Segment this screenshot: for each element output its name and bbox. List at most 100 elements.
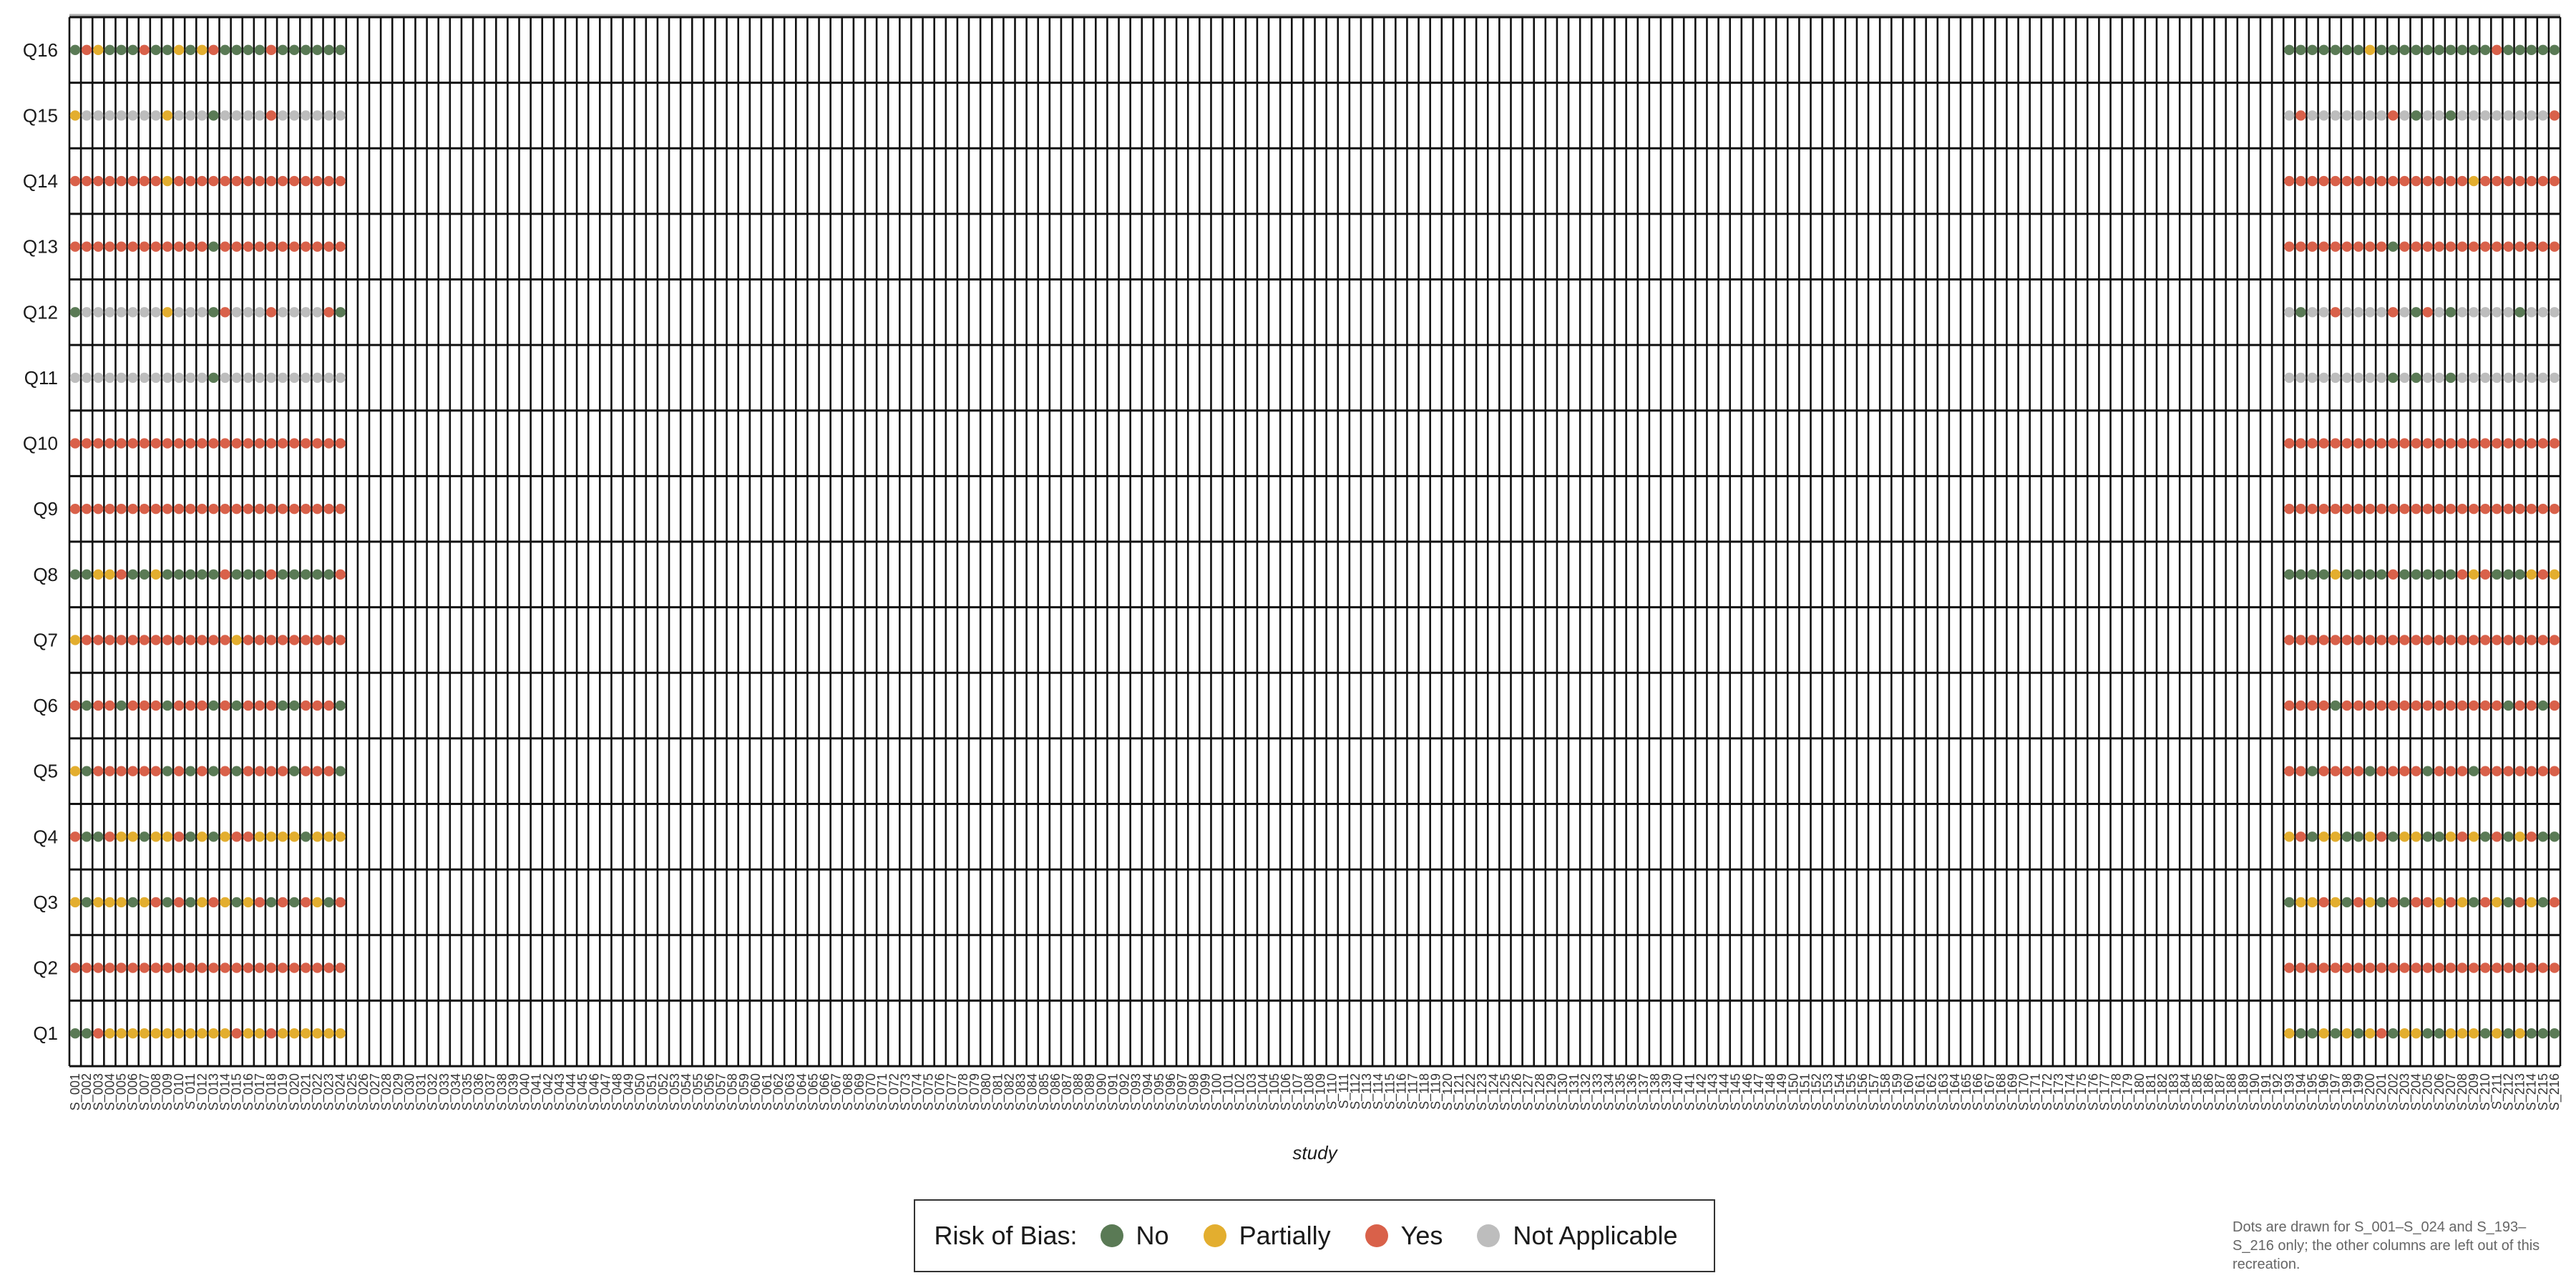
dot-s-021-q8-no — [301, 569, 311, 580]
row-label-q11: Q11 — [24, 367, 58, 389]
dot-s-014-q5-yes — [220, 766, 230, 776]
x-tick-label: S_133 — [1590, 1073, 1605, 1111]
x-tick-label: S_211 — [2489, 1073, 2504, 1110]
x-tick-label: S_184 — [2178, 1073, 2193, 1111]
dot-s-193-q9-yes — [2284, 503, 2295, 514]
x-tick-label: S_118 — [1418, 1073, 1433, 1110]
dot-s-021-q14-yes — [301, 175, 311, 187]
dot-s-211-q11-not-applicable — [2492, 372, 2502, 384]
dot-s-215-q15-not-applicable — [2537, 110, 2549, 121]
dot-s-012-q11-not-applicable — [197, 372, 208, 384]
dot-s-012-q13-yes — [197, 241, 208, 252]
dot-s-193-q11-not-applicable — [2284, 372, 2295, 384]
dot-s-195-q7-yes — [2307, 635, 2318, 645]
dot-s-203-q15-not-applicable — [2399, 110, 2410, 121]
dot-s-209-q9-yes — [2468, 503, 2479, 514]
dot-s-207-q7-yes — [2445, 635, 2457, 645]
dot-s-195-q13-yes — [2307, 241, 2318, 252]
row-label-q10: Q10 — [23, 433, 58, 454]
dot-s-012-q5-yes — [197, 766, 208, 776]
x-tick-label: S_007 — [137, 1073, 152, 1111]
x-tick-label: S_055 — [691, 1073, 706, 1111]
dot-s-202-q1-no — [2388, 1028, 2399, 1039]
x-tick-label: S_177 — [2097, 1073, 2112, 1111]
dot-s-004-q13-yes — [104, 241, 115, 252]
dot-s-205-q14-yes — [2422, 175, 2433, 187]
dot-s-023-q13-yes — [323, 241, 334, 252]
x-tick-label: S_208 — [2455, 1073, 2470, 1111]
x-tick-label: S_081 — [990, 1073, 1005, 1111]
dot-s-019-q8-no — [277, 569, 288, 580]
dot-s-197-q4-partially — [2330, 831, 2341, 842]
dot-s-206-q14-yes — [2434, 175, 2444, 187]
dot-s-212-q9-yes — [2503, 503, 2514, 514]
dot-s-007-q4-no — [139, 831, 150, 842]
dot-s-214-q8-partially — [2526, 569, 2537, 580]
dot-s-195-q11-not-applicable — [2307, 372, 2318, 384]
dot-s-010-q16-partially — [173, 44, 185, 56]
dot-s-001-q7-partially — [69, 635, 81, 645]
dot-s-201-q7-yes — [2376, 635, 2387, 645]
dot-s-015-q2-yes — [231, 962, 242, 973]
x-tick-label: S_112 — [1348, 1073, 1363, 1110]
dot-s-213-q3-yes — [2514, 897, 2525, 908]
x-tick-label: S_214 — [2524, 1073, 2540, 1111]
x-tick-label: S_156 — [1855, 1073, 1870, 1111]
dot-s-019-q4-partially — [277, 831, 288, 842]
dot-s-209-q8-partially — [2468, 569, 2479, 580]
dot-s-004-q12-not-applicable — [104, 307, 115, 318]
dot-s-024-q3-yes — [335, 897, 346, 908]
dot-s-003-q16-partially — [93, 44, 104, 56]
dot-s-008-q16-no — [150, 44, 162, 56]
x-tick-label: S_028 — [379, 1073, 394, 1111]
dot-s-015-q16-no — [231, 44, 242, 56]
dot-s-022-q3-partially — [312, 897, 323, 908]
row-label-q9: Q9 — [33, 498, 58, 519]
dot-s-009-q6-no — [162, 700, 173, 711]
dot-s-018-q7-yes — [265, 635, 277, 645]
dot-s-204-q13-yes — [2411, 241, 2421, 252]
dot-s-013-q5-no — [208, 766, 219, 776]
dot-s-017-q14-yes — [254, 175, 265, 187]
x-tick-label: S_119 — [1429, 1073, 1444, 1110]
dot-s-202-q11-no — [2388, 372, 2399, 384]
x-axis-title: study — [1292, 1142, 1338, 1163]
x-tick-label: S_042 — [541, 1073, 556, 1111]
dot-s-202-q7-yes — [2388, 635, 2399, 645]
dot-s-013-q3-yes — [208, 897, 219, 908]
dot-s-195-q6-yes — [2307, 700, 2318, 711]
legend-label-not-applicable: Not Applicable — [1513, 1221, 1678, 1250]
x-tick-label: S_212 — [2501, 1073, 2516, 1111]
dot-s-017-q13-yes — [254, 241, 265, 252]
dot-s-195-q12-not-applicable — [2307, 307, 2318, 318]
dot-s-213-q7-yes — [2514, 635, 2525, 645]
dot-s-012-q16-partially — [197, 44, 208, 56]
dot-s-024-q7-yes — [335, 635, 346, 645]
dot-s-021-q9-yes — [301, 503, 311, 514]
dot-s-014-q16-no — [220, 44, 230, 56]
dot-s-205-q11-not-applicable — [2422, 372, 2433, 384]
dot-s-203-q8-no — [2399, 569, 2410, 580]
dot-s-204-q8-no — [2411, 569, 2421, 580]
x-tick-label: S_125 — [1498, 1073, 1513, 1111]
dot-s-001-q14-yes — [69, 175, 81, 187]
x-tick-label: S_154 — [1833, 1073, 1848, 1111]
dot-s-206-q7-yes — [2434, 635, 2444, 645]
dot-s-020-q15-not-applicable — [289, 110, 300, 121]
dot-s-006-q2-yes — [127, 962, 138, 973]
x-tick-label: S_014 — [218, 1073, 233, 1111]
dot-s-011-q1-partially — [185, 1028, 196, 1039]
dot-s-003-q11-not-applicable — [93, 372, 104, 384]
dot-s-018-q12-yes — [265, 307, 277, 318]
dot-s-013-q15-no — [208, 110, 219, 121]
x-tick-label: S_192 — [2270, 1073, 2285, 1111]
x-tick-label: S_128 — [1533, 1073, 1548, 1111]
dot-s-011-q3-no — [185, 897, 196, 908]
dot-s-204-q12-no — [2411, 307, 2421, 318]
x-tick-label: S_024 — [333, 1073, 348, 1111]
x-tick-label: S_142 — [1694, 1073, 1709, 1111]
dot-s-023-q2-yes — [323, 962, 334, 973]
dot-s-209-q1-partially — [2468, 1028, 2479, 1039]
x-tick-label: S_098 — [1186, 1073, 1201, 1111]
dot-s-208-q7-yes — [2457, 635, 2468, 645]
